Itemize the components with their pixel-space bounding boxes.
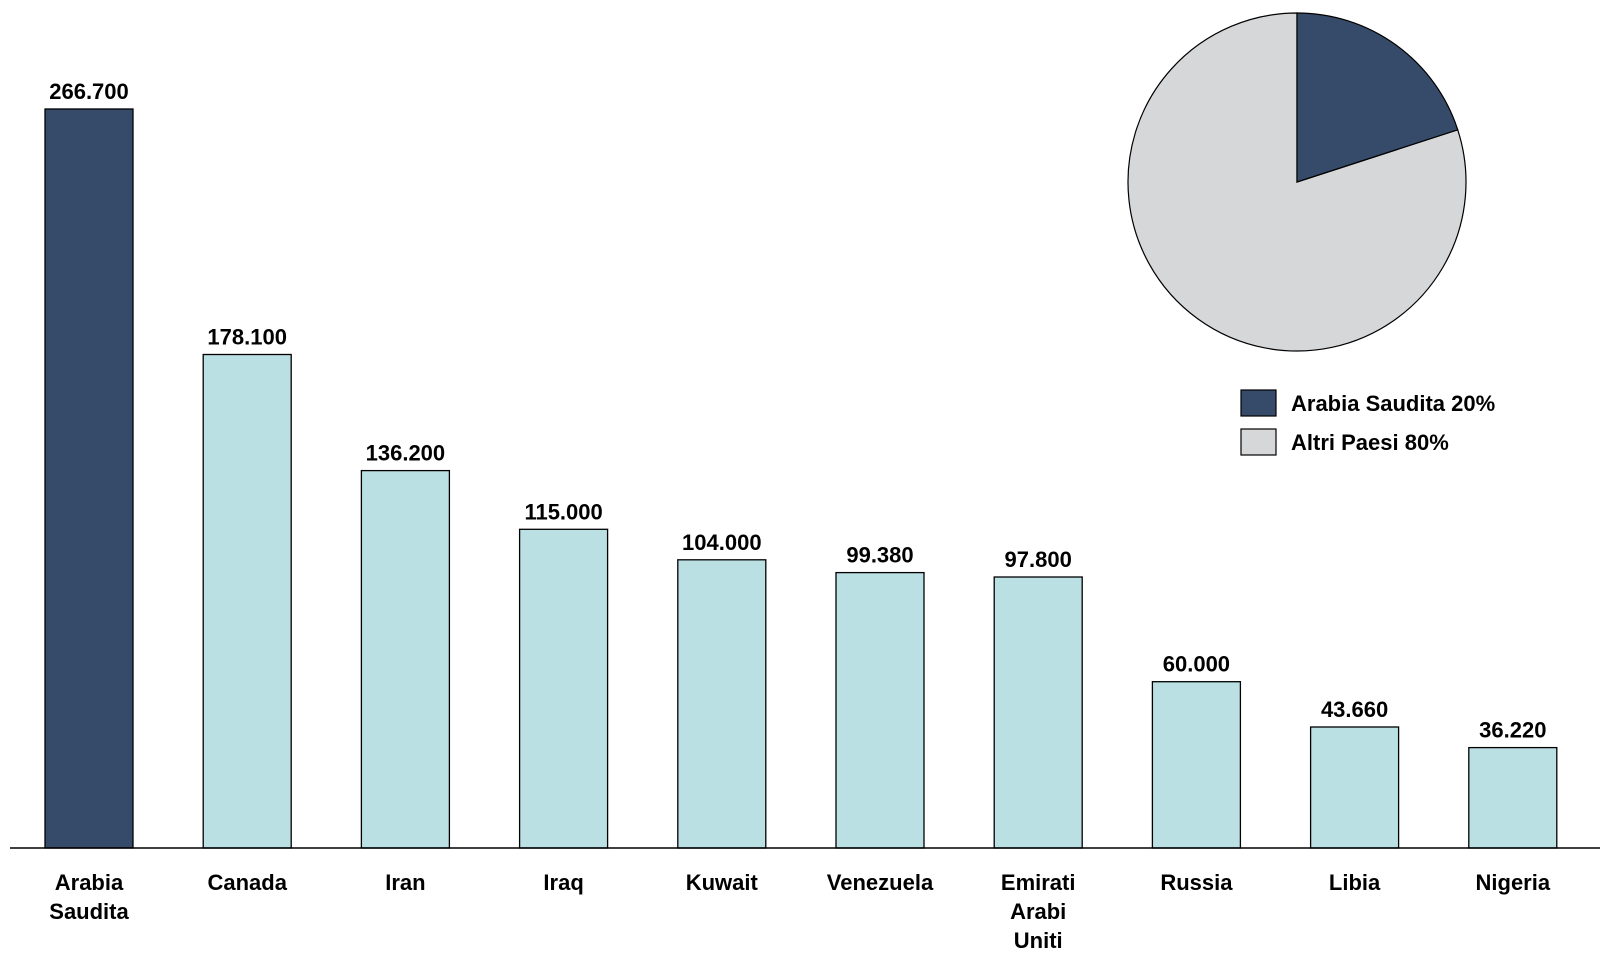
bar-7 [1151,681,1242,849]
value-label: 266.700 [49,79,129,104]
category-label-line: Russia [1160,870,1233,895]
bar-1 [202,353,292,849]
bar-5 [835,571,925,849]
category-label-line: Iraq [543,870,583,895]
legend-label: Altri Paesi 80% [1291,430,1449,455]
value-label: 36.220 [1479,718,1546,743]
pie-chart [1127,12,1467,352]
bar-3 [518,528,609,849]
bar-6 [993,576,1083,849]
legend-swatch [1240,389,1277,417]
category-label-line: Kuwait [686,870,759,895]
category-label: Iraq [543,870,583,895]
bar-4 [677,559,767,849]
category-labels: Arabia Saudita Canada Iran Iraq Kuwait Venezue… [49,870,1551,953]
bar-8 [1309,726,1400,849]
category-label: Kuwait [686,870,759,895]
category-label-line: Nigeria [1476,870,1551,895]
category-label: Nigeria [1476,870,1551,895]
category-label-line: Uniti [1014,928,1063,953]
bar-0 [44,108,134,849]
category-label: Russia [1160,870,1233,895]
category-label: Libia [1329,870,1381,895]
bar-2 [360,469,451,849]
category-label-line: Arabi [1010,899,1066,924]
category-label: Iran [385,870,425,895]
legend-label: Arabia Saudita 20% [1291,391,1495,416]
value-label: 97.800 [1005,547,1072,572]
category-label-line: Libia [1329,870,1381,895]
legend-swatch [1240,428,1277,456]
category-label-line: Iran [385,870,425,895]
bar-9 [1468,746,1558,849]
value-label: 60.000 [1163,652,1230,677]
value-label: 104.000 [682,530,762,555]
category-label: Arabia Saudita [49,870,129,924]
category-label-line: Venezuela [827,870,934,895]
pie-slice-1 [1127,12,1467,352]
value-label: 99.380 [846,543,913,568]
pie-slice-0 [1296,12,1459,183]
value-label: 136.200 [366,441,446,466]
category-label-line: Canada [207,870,287,895]
pie-legend: Arabia Saudita 20% Altri Paesi 80% [1240,389,1495,456]
value-label: 43.660 [1321,697,1388,722]
value-label: 115.000 [524,499,602,524]
category-label: Canada [207,870,287,895]
category-label-line: Emirati [1001,870,1076,895]
category-label-line: Arabia [55,870,124,895]
value-label: 178.100 [207,325,287,350]
category-label: Emirati Arabi Uniti [1001,870,1076,953]
bar-chart: 266.700 178.100 136.200 115.000 104.000 99.38… [44,79,1558,849]
category-label: Venezuela [827,870,934,895]
category-label-line: Saudita [49,899,129,924]
